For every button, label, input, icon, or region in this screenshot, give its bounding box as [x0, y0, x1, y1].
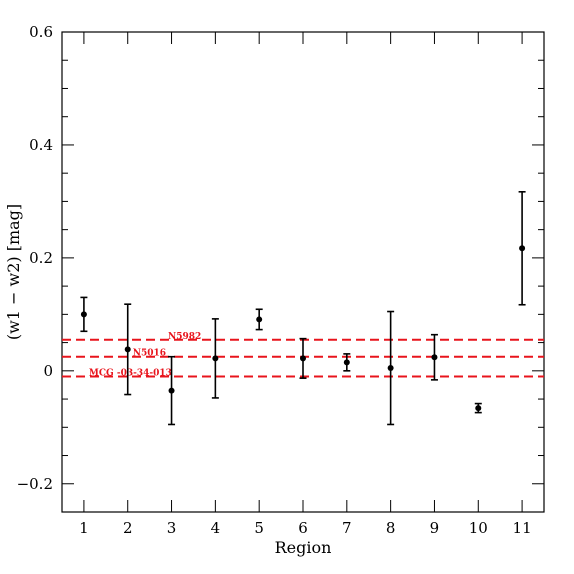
reference-line-label: N5982 [168, 332, 201, 342]
data-point [124, 346, 131, 353]
data-point [212, 355, 219, 362]
y-tick-label: 0.6 [29, 23, 53, 41]
y-axis-title: (w1 − w2) [mag] [4, 204, 23, 340]
x-tick-label: 3 [167, 519, 177, 537]
data-point [343, 359, 350, 366]
y-tick-label: 0 [43, 362, 53, 380]
x-tick-label: 11 [513, 519, 532, 537]
x-tick-label: 8 [386, 519, 396, 537]
data-point [387, 365, 394, 371]
plot-frame [61, 31, 545, 513]
x-tick-label: 1 [79, 519, 89, 537]
y-tick-label: −0.2 [17, 475, 53, 493]
x-tick-label: 5 [254, 519, 264, 537]
data-point [300, 355, 306, 362]
data-point [475, 405, 482, 412]
data-point [431, 354, 438, 361]
x-tick-label: 2 [123, 519, 133, 537]
reference-line-label: MCG -03-34-013 [89, 368, 172, 378]
x-tick-label: 7 [342, 519, 352, 537]
data-point [519, 245, 526, 252]
x-tick-label: 4 [211, 519, 221, 537]
reference-line-label: N5016 [133, 349, 166, 359]
data-point [256, 316, 263, 323]
x-axis-title: Region [275, 538, 332, 557]
x-tick-label: 6 [298, 519, 308, 537]
y-tick-label: 0.2 [29, 249, 53, 267]
data-point [168, 387, 175, 394]
data-point [80, 311, 87, 318]
x-tick-label: 10 [469, 519, 488, 537]
y-tick-label: 0.4 [29, 136, 53, 154]
x-tick-label: 9 [430, 519, 440, 537]
